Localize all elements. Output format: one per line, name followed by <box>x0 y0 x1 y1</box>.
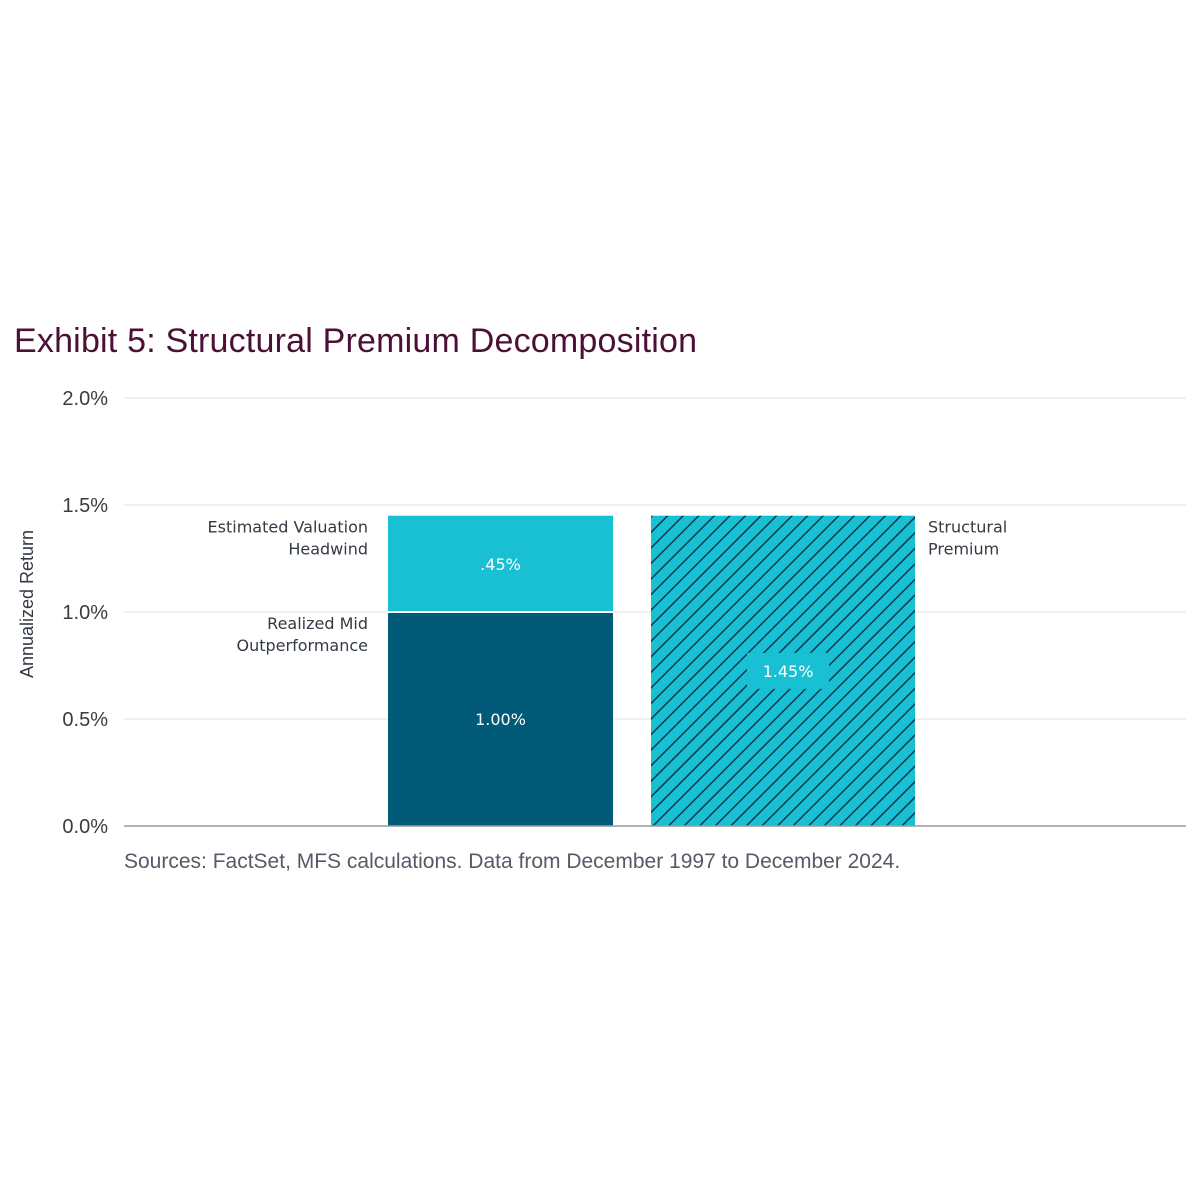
source-note: Sources: FactSet, MFS calculations. Data… <box>124 850 901 873</box>
y-axis-ticks: 0.0% 0.5% 1.0% 1.5% 2.0% <box>62 388 108 838</box>
annotation-realized: Outperformance <box>237 636 368 655</box>
y-tick-label: 0.0% <box>62 816 108 838</box>
annotation-realized: Realized Mid <box>267 614 368 633</box>
chart-title: Exhibit 5: Structural Premium Decomposit… <box>14 322 698 360</box>
bar-segment <box>388 515 613 612</box>
bar-value-label: 1.45% <box>763 662 814 681</box>
y-tick-label: 1.5% <box>62 495 108 517</box>
bar-segment <box>388 612 613 826</box>
bar-value-label: .45% <box>480 555 521 574</box>
annotation-headwind: Estimated Valuation <box>208 518 368 537</box>
bar-value-label: 1.00% <box>475 710 526 729</box>
y-tick-label: 2.0% <box>62 388 108 410</box>
value-label-background <box>747 652 829 689</box>
y-tick-label: 1.0% <box>62 602 108 624</box>
annotation-headwind: Headwind <box>288 540 368 559</box>
y-axis-label: Annualized Return <box>17 530 37 678</box>
annotation-structural-premium: Structural <box>928 518 1007 537</box>
annotation-structural-premium: Premium <box>928 540 999 559</box>
y-tick-label: 0.5% <box>62 709 108 731</box>
bars: 1.00% .45% 1.45% <box>388 515 915 826</box>
annotations: Estimated Valuation Headwind Realized Mid O… <box>208 518 1008 655</box>
